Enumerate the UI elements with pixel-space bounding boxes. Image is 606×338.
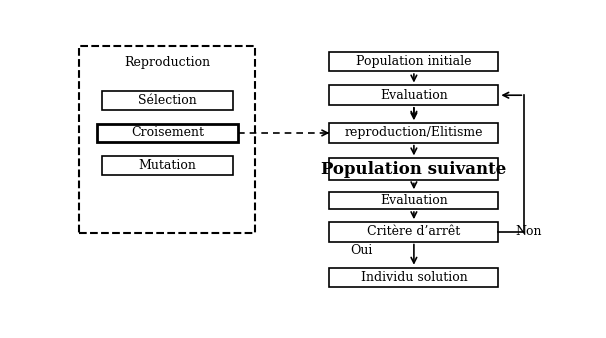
Text: Evaluation: Evaluation <box>380 89 448 102</box>
Text: reproduction/Elitisme: reproduction/Elitisme <box>345 126 483 140</box>
Bar <box>330 52 498 71</box>
Bar <box>330 268 498 287</box>
Bar <box>330 158 498 180</box>
Bar <box>330 192 498 209</box>
Bar <box>330 222 498 242</box>
Text: Sélection: Sélection <box>138 94 197 107</box>
Text: Reproduction: Reproduction <box>124 56 210 69</box>
Bar <box>97 124 238 142</box>
Bar <box>330 123 498 143</box>
Bar <box>102 156 233 175</box>
Text: Evaluation: Evaluation <box>380 194 448 207</box>
Text: Non: Non <box>516 225 542 238</box>
Text: Oui: Oui <box>350 244 373 257</box>
Bar <box>102 91 233 110</box>
Text: Individu solution: Individu solution <box>361 271 467 284</box>
Bar <box>79 46 255 233</box>
Bar <box>330 86 498 105</box>
Text: Critère d’arrêt: Critère d’arrêt <box>367 225 461 238</box>
Text: Mutation: Mutation <box>138 159 196 172</box>
Text: Population suivante: Population suivante <box>321 161 507 178</box>
Text: Croisement: Croisement <box>131 126 204 140</box>
Text: Population initiale: Population initiale <box>356 55 471 68</box>
